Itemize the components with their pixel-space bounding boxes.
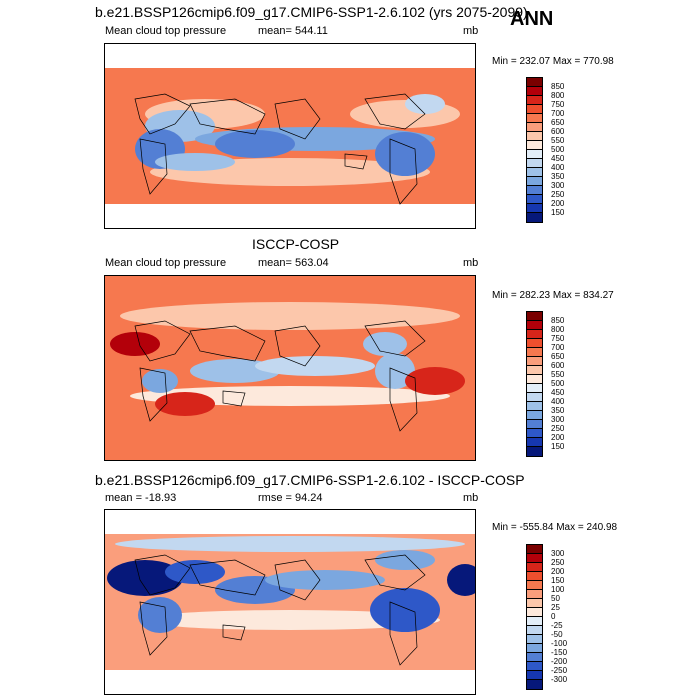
panel2-minmax-label: Min = 282.23 Max = 834.27: [492, 290, 614, 301]
panel2-map-field: [105, 276, 475, 460]
colorbar-tick-label: 750: [551, 334, 565, 343]
colorbar-tick-label: -200: [551, 657, 568, 666]
colorbar-tick-label: 450: [551, 388, 565, 397]
colorbar-tick-label: 400: [551, 163, 565, 172]
panel2-title: ISCCP-COSP: [252, 236, 340, 252]
colorbar-tick-label: -50: [551, 630, 563, 639]
colorbar-tick-label: 100: [551, 585, 565, 594]
colorbar-tick-label: 600: [551, 361, 565, 370]
colorbar-tick-label: 250: [551, 190, 565, 199]
colorbar-tick-label: 500: [551, 145, 565, 154]
panel3-mean-label: mean = -18.93: [105, 492, 177, 504]
panel3-map: [104, 509, 476, 695]
panel1-map: [104, 43, 476, 229]
colorbar-tick-label: -100: [551, 639, 568, 648]
colorbar-tick-label: 0: [551, 612, 556, 621]
colorbar-tick-label: -300: [551, 675, 568, 684]
colorbar-tick-label: 350: [551, 406, 565, 415]
panel2-mean-label: mean= 563.04: [258, 257, 329, 269]
colorbar-tick-label: 700: [551, 109, 565, 118]
panel2-colorbar: [526, 311, 543, 457]
colorbar-tick-label: 750: [551, 100, 565, 109]
panel1-units-label: mb: [463, 25, 479, 37]
colorbar-tick-label: 200: [551, 199, 565, 208]
colorbar-tick-label: 850: [551, 316, 565, 325]
panel1-title: b.e21.BSSP126cmip6.f09_g17.CMIP6-SSP1-2.…: [95, 4, 528, 20]
panel1-map-field: [105, 44, 475, 228]
colorbar-tick-label: 600: [551, 127, 565, 136]
colorbar-tick-label: 800: [551, 325, 565, 334]
colorbar-tick-label: 25: [551, 603, 560, 612]
colorbar-tick-label: 800: [551, 91, 565, 100]
colorbar-tick-label: 150: [551, 208, 565, 217]
season-label: ANN: [510, 8, 554, 30]
colorbar-tick-label: 50: [551, 594, 560, 603]
panel1-minmax-label: Min = 232.07 Max = 770.98: [492, 56, 614, 67]
colorbar-tick-label: 300: [551, 181, 565, 190]
colorbar-tick-label: 150: [551, 576, 565, 585]
colorbar-tick-label: 350: [551, 172, 565, 181]
colorbar-tick-label: 200: [551, 567, 565, 576]
colorbar-tick-label: 700: [551, 343, 565, 352]
panel3-rmse-label: rmse = 94.24: [258, 492, 323, 504]
panel2-variable-label: Mean cloud top pressure: [105, 257, 227, 269]
panel1-colorbar: [526, 77, 543, 223]
colorbar-tick-label: 650: [551, 118, 565, 127]
colorbar-tick-label: 150: [551, 442, 565, 451]
panel3-colorbar: [526, 544, 543, 690]
panel1-variable-label: Mean cloud top pressure: [105, 25, 227, 37]
panel3-units-label: mb: [463, 492, 479, 504]
colorbar-tick-label: 500: [551, 379, 565, 388]
panel2-map: [104, 275, 476, 461]
colorbar-tick-label: 200: [551, 433, 565, 442]
panel2-units-label: mb: [463, 257, 479, 269]
colorbar-tick-label: 250: [551, 558, 565, 567]
colorbar-tick-label: 250: [551, 424, 565, 433]
colorbar-tick-label: 650: [551, 352, 565, 361]
colorbar-tick-label: -250: [551, 666, 568, 675]
colorbar-tick-label: 300: [551, 415, 565, 424]
panel3-map-field: [105, 510, 475, 694]
colorbar-tick-label: 550: [551, 370, 565, 379]
colorbar-tick-label: 550: [551, 136, 565, 145]
colorbar-tick-label: -150: [551, 648, 568, 657]
colorbar-tick-label: 850: [551, 82, 565, 91]
colorbar-tick-label: -25: [551, 621, 563, 630]
panel3-title: b.e21.BSSP126cmip6.f09_g17.CMIP6-SSP1-2.…: [95, 472, 525, 488]
colorbar-tick-label: 450: [551, 154, 565, 163]
panel3-minmax-label: Min = -555.84 Max = 240.98: [492, 522, 618, 533]
panel1-mean-label: mean= 544.11: [258, 25, 328, 37]
colorbar-tick-label: 400: [551, 397, 565, 406]
colorbar-tick-label: 300: [551, 549, 565, 558]
